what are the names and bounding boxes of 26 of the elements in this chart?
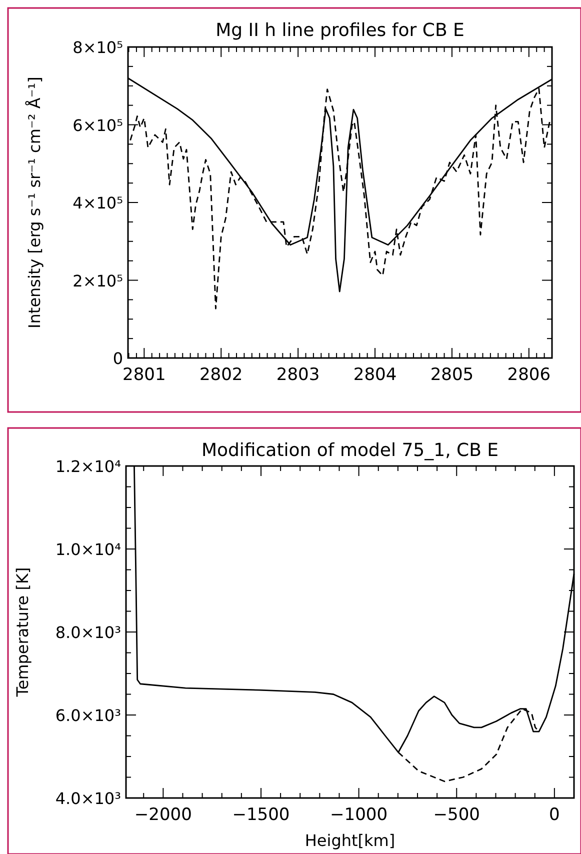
x-tick-label: 2804 (353, 365, 397, 385)
x-tick-label: −1000 (330, 805, 388, 825)
y-tick-label: 4×10⁵ (72, 194, 123, 212)
x-tick-label: 2805 (430, 365, 474, 385)
y-tick-label: 2×10⁵ (72, 271, 123, 290)
y-tick-label: 1.2×10⁴ (55, 457, 121, 476)
x-tick-label: −500 (433, 805, 480, 825)
y-tick-label: 8.0×10³ (55, 623, 121, 642)
y-tick-label: 6×10⁵ (72, 116, 123, 135)
y-axis-title: Intensity [erg s⁻¹ sr⁻¹ cm⁻² Å⁻¹] (25, 76, 44, 328)
y-tick-label: 8×10⁵ (72, 38, 123, 57)
y-axis-title: Temperature [K] (13, 567, 32, 698)
chart-title: Modification of model 75_1, CB E (201, 440, 499, 461)
y-tick-label: 1.0×10⁴ (55, 540, 121, 559)
x-tick-label: 2802 (199, 365, 243, 385)
y-tick-label: 4.0×10³ (55, 789, 121, 808)
y-tick-label: 0 (112, 349, 123, 368)
y-tick-label: 6.0×10³ (55, 706, 121, 725)
x-tick-label: 2801 (122, 365, 166, 385)
x-tick-label: 0 (549, 805, 560, 825)
x-tick-label: −2000 (134, 805, 192, 825)
x-axis-title: Height[km] (304, 831, 396, 850)
chart-title: Mg II h line profiles for CB E (216, 20, 464, 41)
x-tick-label: 2803 (276, 365, 320, 385)
x-tick-label: 2806 (507, 365, 551, 385)
x-tick-label: −1500 (232, 805, 290, 825)
